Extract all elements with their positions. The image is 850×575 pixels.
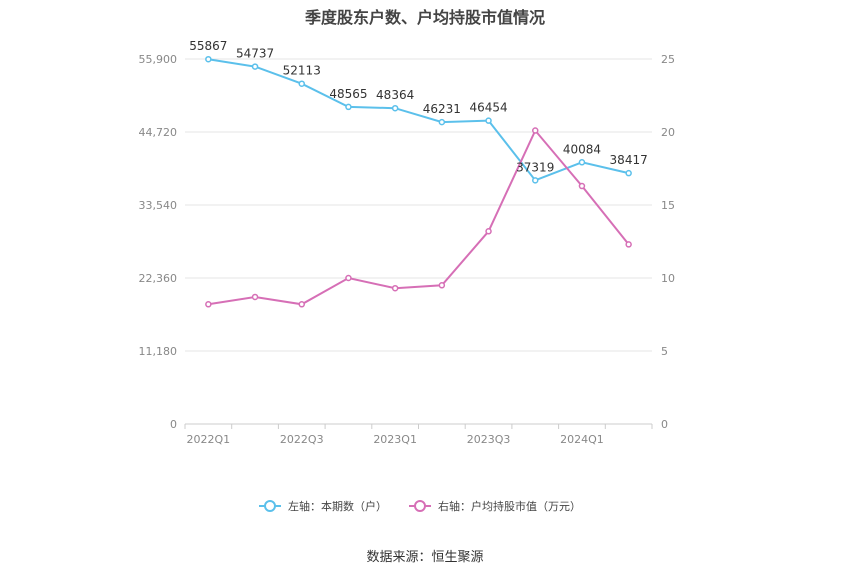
data-point <box>625 169 632 177</box>
right-tick-label: 5 <box>661 345 668 358</box>
data-label: 48565 <box>329 87 367 101</box>
legend-marker <box>264 500 276 512</box>
data-labels: 55867 54737 52113 48565 48364 46231 46454 37319… <box>189 39 647 174</box>
left-tick-label: 33,540 <box>139 199 178 212</box>
data-point <box>205 301 212 308</box>
left-tick-label: 0 <box>170 418 177 431</box>
data-point <box>391 284 399 292</box>
data-point <box>438 282 446 289</box>
x-axis: 2022Q1 2022Q3 2023Q1 2023Q3 2024Q1 <box>184 424 653 446</box>
data-point <box>298 80 305 87</box>
left-axis-ticks: 0 11,180 22,360 33,540 44,720 55,900 <box>139 53 178 431</box>
right-tick-label: 25 <box>661 53 675 66</box>
data-point <box>391 104 399 112</box>
x-tick-label: 2024Q1 <box>560 433 604 446</box>
grid-lines <box>185 58 652 425</box>
data-label: 37319 <box>516 160 554 174</box>
chart-title: 季度股东户数、户均持股市值情况 <box>304 8 545 27</box>
data-point <box>578 182 586 190</box>
data-point <box>298 301 305 308</box>
left-tick-label: 55,900 <box>139 53 178 66</box>
series-line <box>208 128 630 306</box>
data-label: 48364 <box>376 88 414 102</box>
data-source: 数据来源：恒生聚源 <box>366 550 484 565</box>
data-point <box>345 274 352 282</box>
data-point <box>438 118 446 126</box>
x-tick-label: 2022Q1 <box>187 433 231 446</box>
data-point <box>578 159 586 166</box>
data-point <box>251 63 259 70</box>
data-label: 40084 <box>563 142 601 156</box>
right-axis-ticks: 0 5 10 15 20 25 <box>661 53 675 431</box>
x-tick-label: 2022Q3 <box>280 433 324 446</box>
data-point <box>345 103 352 111</box>
left-tick-label: 22,360 <box>139 272 178 285</box>
left-tick-label: 11,180 <box>139 345 178 358</box>
legend: 左轴：本期数（户） 右轴：户均持股市值（万元） <box>259 499 581 513</box>
data-point <box>532 127 539 134</box>
series-layer <box>205 55 632 308</box>
data-point <box>485 117 492 124</box>
data-point <box>532 177 539 184</box>
right-tick-label: 10 <box>661 272 675 285</box>
x-tick-label: 2023Q1 <box>373 433 417 446</box>
x-tick-label: 2023Q3 <box>467 433 511 446</box>
right-tick-label: 0 <box>661 418 668 431</box>
right-tick-label: 15 <box>661 199 675 212</box>
right-tick-label: 20 <box>661 126 675 139</box>
data-label: 46231 <box>423 102 461 116</box>
data-label: 55867 <box>189 39 227 53</box>
data-label: 46454 <box>469 101 507 115</box>
left-tick-label: 44,720 <box>139 126 178 139</box>
legend-marker <box>414 500 426 512</box>
legend-label: 左轴：本期数（户） <box>288 499 387 513</box>
legend-label: 右轴：户均持股市值（万元） <box>438 499 581 513</box>
data-label: 54737 <box>236 47 274 61</box>
data-point <box>205 55 212 63</box>
data-label: 52113 <box>283 64 321 78</box>
data-label: 38417 <box>610 153 648 167</box>
series-line <box>208 58 629 182</box>
data-point <box>251 293 259 301</box>
data-point <box>485 228 492 235</box>
data-point <box>625 241 632 248</box>
